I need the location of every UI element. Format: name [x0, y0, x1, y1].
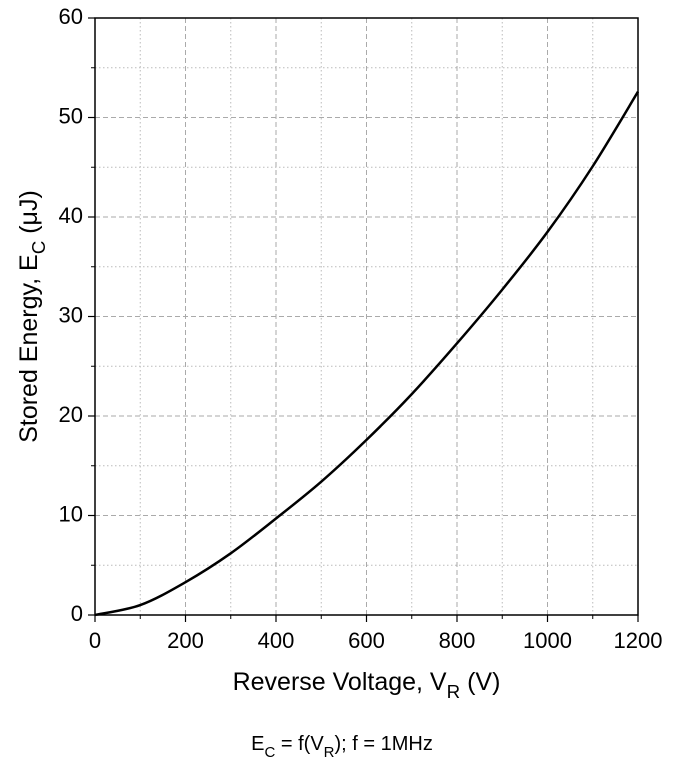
y-axis-label-sub: C [28, 241, 49, 255]
x-tick-label: 1200 [614, 628, 663, 653]
caption-part: = f(V [275, 733, 324, 755]
x-tick-label: 200 [167, 628, 204, 653]
x-tick-label: 0 [89, 628, 101, 653]
caption-sub: R [324, 744, 335, 761]
data-line [94, 90, 640, 617]
y-axis-label-part: (μJ) [15, 190, 43, 241]
caption-part: ); f = 1MHz [335, 733, 433, 755]
y-tick-label: 20 [59, 402, 83, 427]
y-tick-label: 50 [59, 103, 83, 128]
caption-part: E [251, 733, 264, 755]
x-tick-label: 1000 [523, 628, 572, 653]
caption: EC = f(VR); f = 1MHz [251, 733, 433, 761]
x-axis-label: Reverse Voltage, VR (V) [233, 668, 501, 703]
x-tick-label: 800 [439, 628, 476, 653]
x-axis-label-part: Reverse Voltage, V [233, 668, 447, 696]
caption-sub: C [264, 744, 275, 761]
y-tick-label: 40 [59, 203, 83, 228]
x-axis-label-sub: R [447, 681, 461, 702]
x-tick-label: 600 [348, 628, 385, 653]
y-tick-label: 10 [59, 501, 83, 526]
y-axis-label-part: Stored Energy, E [15, 254, 43, 443]
y-tick-label: 30 [59, 302, 83, 327]
x-tick-label: 400 [258, 628, 295, 653]
x-axis-label-part: (V) [460, 668, 500, 696]
y-tick-label: 60 [59, 4, 83, 29]
y-tick-label: 0 [71, 601, 83, 626]
y-axis-label: Stored Energy, EC (μJ) [15, 190, 50, 443]
